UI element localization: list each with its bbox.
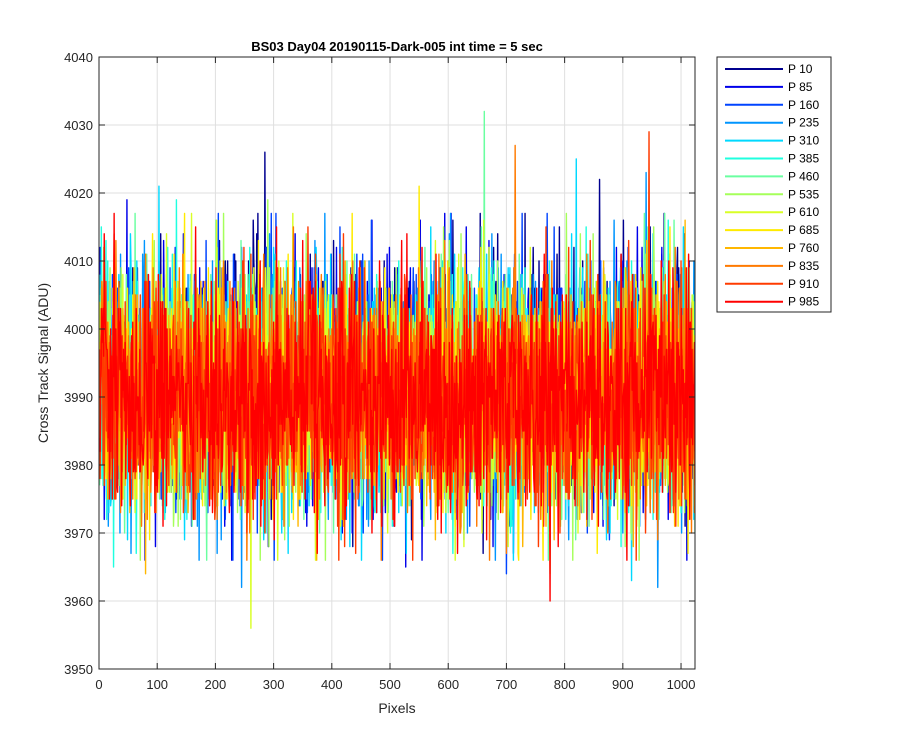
legend-label: P 835 <box>788 259 819 273</box>
legend-label: P 685 <box>788 223 819 237</box>
y-tick-label: 3970 <box>64 526 93 541</box>
legend-label: P 235 <box>788 116 819 130</box>
y-tick-label: 4000 <box>64 322 93 337</box>
x-tick-label: 200 <box>205 677 227 692</box>
y-tick-label: 4040 <box>64 50 93 65</box>
x-tick-label: 300 <box>263 677 285 692</box>
plot-frame <box>98 56 696 670</box>
legend-box <box>716 56 832 313</box>
legend: P 10 P 85 P 160 P 235 P 310 P 385 P 460 P 535 P … <box>716 56 832 313</box>
x-tick-label: 900 <box>612 677 634 692</box>
legend-label: P 85 <box>788 80 813 94</box>
y-tick-label: 4010 <box>64 254 93 269</box>
y-tick-label: 3960 <box>64 594 93 609</box>
y-tick-label: 4020 <box>64 186 93 201</box>
x-tick-label: 800 <box>554 677 576 692</box>
legend-label: P 10 <box>788 62 813 76</box>
y-tick-label: 4030 <box>64 118 93 133</box>
y-tick-label: 3950 <box>64 662 93 677</box>
legend-label: P 760 <box>788 241 819 255</box>
chart-title: BS03 Day04 20190115-Dark-005 int time = … <box>251 39 543 54</box>
x-tick-label: 600 <box>437 677 459 692</box>
x-tick-label: 700 <box>496 677 518 692</box>
x-tick-label: 500 <box>379 677 401 692</box>
legend-label: P 385 <box>788 152 819 166</box>
series-lines <box>99 110 695 629</box>
legend-label: P 985 <box>788 295 819 309</box>
x-tick-label: 400 <box>321 677 343 692</box>
legend-label: P 460 <box>788 169 819 183</box>
y-tick-label: 3980 <box>64 458 93 473</box>
legend-label: P 310 <box>788 134 819 148</box>
legend-label: P 610 <box>788 205 819 219</box>
legend-label: P 910 <box>788 277 819 291</box>
y-tick-label: 3990 <box>64 390 93 405</box>
x-tick-label: 1000 <box>667 677 696 692</box>
series-line-p-985 <box>99 212 695 602</box>
axis-ticks: 0 100 200 300 400 500 600 700 800 900 1000 3950 3960… <box>64 50 695 692</box>
legend-label: P 535 <box>788 187 819 201</box>
x-axis-label: Pixels <box>378 700 415 716</box>
legend-label: P 160 <box>788 98 819 112</box>
x-tick-label: 100 <box>146 677 168 692</box>
y-axis-label: Cross Track Signal (ADU) <box>35 283 51 443</box>
x-tick-label: 0 <box>95 677 102 692</box>
